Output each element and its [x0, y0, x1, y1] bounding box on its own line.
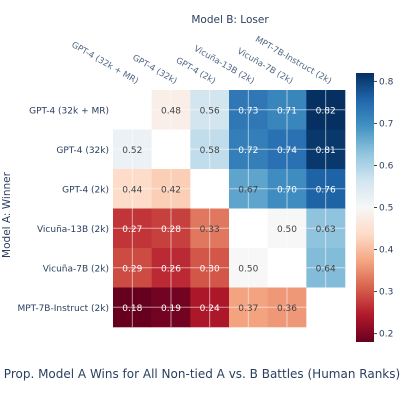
cell-value-label: 0.36	[277, 304, 297, 314]
x-axis-tick-labels: GPT-4 (32k + MR)GPT-4 (32k)GPT-4 (2k)Vic…	[70, 35, 334, 87]
cell-value-label: 0.76	[316, 185, 336, 195]
cell-value-label: 0.44	[122, 185, 142, 195]
cell-value-label: 0.30	[200, 264, 220, 274]
colorbar-tick-labels: 0.2 0.3 0.4 0.5 0.6 0.7 0.8	[374, 77, 394, 340]
colorbar-tick-label: 0.6	[379, 161, 394, 171]
cell-value-label: 0.50	[238, 264, 258, 274]
cell-value-label: 0.50	[277, 225, 297, 235]
cell-value-label: 0.63	[316, 225, 336, 235]
cell-value-label: 0.64	[316, 264, 336, 274]
cell-value-label: 0.48	[161, 106, 181, 116]
cell-value-label: 0.28	[161, 225, 181, 235]
cell-value-label: 0.73	[238, 106, 258, 116]
cell-value-label: 0.82	[316, 106, 336, 116]
y-axis-tick-labels: GPT-4 (32k + MR) GPT-4 (32k) GPT-4 (2k) Vic…	[17, 106, 109, 314]
y-tick-label: Vicuña-13B (2k)	[37, 225, 109, 235]
cell-value-label: 0.52	[122, 146, 142, 156]
y-axis-title: Model A: Winner	[1, 171, 13, 258]
cell-value-label: 0.37	[238, 304, 258, 314]
y-tick-label: MPT-7B-Instruct (2k)	[17, 304, 109, 314]
colorbar-tick-label: 0.3	[379, 288, 393, 298]
y-tick-label: GPT-4 (32k)	[56, 146, 109, 156]
cell-value-label: 0.74	[277, 146, 297, 156]
cell-value-label: 0.70	[277, 185, 297, 195]
chart-title: Prop. Model A Wins for All Non-tied A vs…	[4, 367, 400, 381]
colorbar-tick-label: 0.4	[379, 246, 394, 256]
colorbar-tick-label: 0.2	[379, 330, 393, 340]
y-tick-label: GPT-4 (32k + MR)	[29, 106, 109, 116]
cell-value-label: 0.33	[200, 225, 220, 235]
cell-value-label: 0.29	[122, 264, 142, 274]
y-tick-label: Vicuña-7B (2k)	[43, 264, 109, 274]
cell-value-label: 0.42	[161, 185, 181, 195]
colorbar	[356, 73, 374, 342]
cell-value-label: 0.58	[200, 146, 220, 156]
cell-value-label: 0.67	[238, 185, 258, 195]
heatmap-gridlines	[113, 90, 345, 327]
colorbar-tick-label: 0.8	[379, 77, 394, 87]
y-tick-label: GPT-4 (2k)	[62, 185, 109, 195]
colorbar-tick-label: 0.7	[379, 119, 393, 129]
x-tick-label: GPT-4 (32k + MR)	[70, 40, 140, 86]
cell-value-label: 0.56	[200, 106, 220, 116]
cell-value-label: 0.26	[161, 264, 181, 274]
cell-value-label: 0.71	[277, 106, 297, 116]
heatmap-cells	[113, 90, 346, 328]
cell-value-label: 0.81	[316, 146, 336, 156]
colorbar-gradient	[356, 73, 374, 342]
cell-value-label: 0.18	[122, 304, 142, 314]
cell-value-labels: 0.48 0.56 0.73 0.71 0.82 0.52 0.58 0.72 0.74 0.81…	[122, 106, 336, 314]
cell-value-label: 0.72	[238, 146, 258, 156]
cell-value-label: 0.19	[161, 304, 181, 314]
cell-value-label: 0.24	[200, 304, 220, 314]
colorbar-tick-label: 0.5	[379, 204, 393, 214]
x-axis-title: Model B: Loser	[191, 14, 269, 26]
cell-value-label: 0.27	[122, 225, 142, 235]
